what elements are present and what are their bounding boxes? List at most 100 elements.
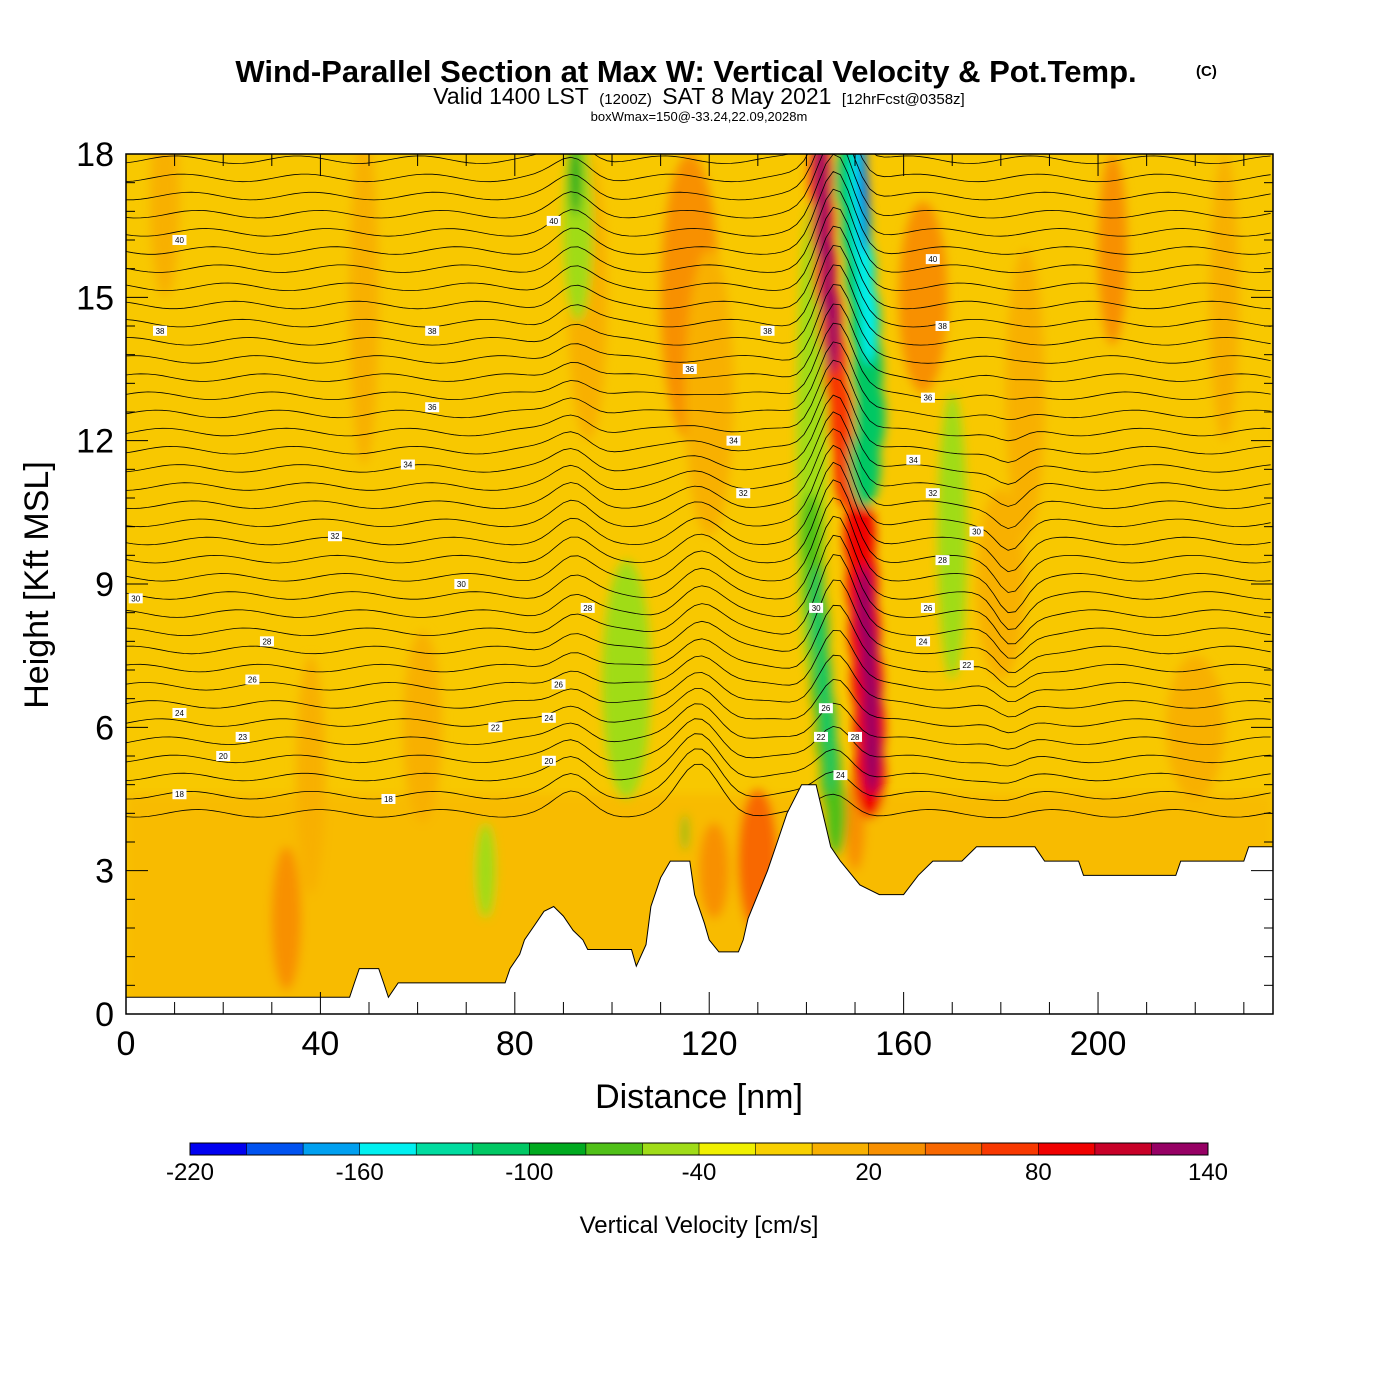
isentrope-line: [126, 554, 1271, 659]
contour-label-bg: [172, 789, 187, 800]
contour-label-text: 32: [739, 489, 748, 498]
velocity-cell: [296, 655, 326, 895]
velocity-cell: [403, 631, 442, 823]
isentrope-line: [126, 733, 1271, 784]
isentrope-line: [126, 171, 1271, 255]
contour-label-text: 24: [544, 714, 553, 723]
contour-label: 22: [959, 660, 974, 671]
contour-label-bg: [551, 679, 566, 690]
velocity-cell: [864, 708, 880, 795]
isentropes: [126, 154, 1271, 819]
contour-label: 28: [848, 731, 863, 742]
contour-label-bg: [726, 435, 741, 446]
colorbar-tick-label: 140: [1188, 1159, 1228, 1186]
colorbar-swatch: [755, 1143, 813, 1155]
contour-label-text: 20: [219, 752, 228, 761]
velocity-cell: [349, 154, 379, 465]
x-tick-label: 0: [117, 1025, 136, 1063]
contour-label: 18: [381, 794, 396, 804]
contour-label: 26: [920, 602, 935, 613]
contour-label-bg: [381, 794, 396, 804]
contour-label-bg: [760, 325, 775, 336]
contour-label: 22: [814, 731, 829, 742]
isentrope-line: [126, 244, 1271, 328]
chart-title: Wind-Parallel Section at Max W: Vertical…: [235, 54, 1136, 89]
isentrope-line: [126, 748, 1271, 802]
contour-label: 36: [920, 392, 935, 403]
colorbar-tick-label: -40: [682, 1159, 717, 1186]
velocity-cell: [271, 846, 301, 991]
isentrope-line: [126, 377, 1271, 463]
contour-label-text: 30: [812, 604, 821, 613]
colorbar-tick-label: -100: [505, 1159, 553, 1186]
colorbar-swatch: [981, 1143, 1039, 1155]
contour-label: 38: [760, 325, 775, 336]
contour-label-text: 28: [583, 604, 592, 613]
contour-label-bg: [327, 531, 342, 542]
contour-label: 40: [925, 254, 940, 265]
colorbar-swatch: [190, 1143, 248, 1155]
isentrope-line: [126, 394, 1271, 485]
colorbar-tick-label: -220: [166, 1159, 214, 1186]
contour-label-text: 30: [457, 580, 466, 589]
contour-label-bg: [920, 392, 935, 403]
contour-label-text: 38: [428, 327, 437, 336]
contour-labels: 40 40 40 38 38 38 38 36 36 36 34 34 34 32 32 32 30 30 30 28…: [128, 215, 984, 804]
contour-label: 24: [833, 770, 848, 781]
contour-label-text: 28: [851, 733, 860, 742]
velocity-cell: [849, 421, 881, 508]
contour-label-bg: [425, 325, 440, 336]
contour-label-bg: [920, 602, 935, 613]
y-tick-label: 12: [76, 423, 114, 461]
x-tick-label: 40: [301, 1025, 339, 1063]
contour-label-text: 34: [729, 437, 738, 446]
colorbar-swatch: [642, 1143, 700, 1155]
contour-label-text: 40: [928, 255, 937, 264]
isentrope-line: [126, 341, 1271, 421]
colorbar-swatch: [1151, 1143, 1209, 1155]
contour-label: 40: [172, 235, 187, 245]
contour-label-text: 26: [923, 604, 932, 613]
contour-label-bg: [935, 321, 950, 331]
isentrope-line: [126, 154, 1271, 201]
contour-label-bg: [906, 454, 921, 465]
contour-label-text: 36: [923, 394, 932, 403]
velocity-cell: [937, 392, 967, 680]
velocity-cell: [976, 488, 1026, 680]
contour-label-text: 26: [821, 704, 830, 713]
isentrope-line: [126, 206, 1271, 292]
colorbar-label: Vertical Velocity [cm/s]: [580, 1212, 819, 1239]
contour-label: 24: [541, 712, 556, 723]
contour-label-text: 18: [175, 790, 184, 799]
contour-label-bg: [818, 703, 833, 714]
contour-label: 20: [216, 751, 231, 761]
velocity-cell: [861, 278, 876, 365]
contour-label-text: 24: [919, 637, 928, 646]
contour-label: 20: [541, 755, 556, 766]
colorbar-swatch: [868, 1143, 926, 1155]
contour-label: 26: [245, 674, 260, 685]
contour-label-text: 36: [428, 403, 437, 412]
contour-label-text: 26: [248, 676, 257, 685]
isentrope-line: [126, 154, 1271, 219]
colorbar-swatch: [303, 1143, 361, 1155]
contour-label-bg: [935, 555, 950, 566]
contour-label: 36: [425, 402, 440, 413]
colorbar: -220 -160 -100 -40 20 80 140: [166, 1142, 1228, 1186]
contour-label-bg: [425, 402, 440, 413]
isentrope-line: [126, 479, 1271, 593]
copyright-mark: (C): [1196, 63, 1217, 80]
contour-label: 23: [235, 731, 250, 742]
colorbar-swatch: [1038, 1143, 1096, 1155]
contour-label-bg: [400, 459, 415, 470]
isentrope-line: [126, 444, 1271, 551]
y-axis-label: Height [Kft MSL]: [18, 461, 56, 709]
forecast-info: [12hrFcst@0358z]: [842, 91, 965, 108]
y-tick-label: 18: [76, 136, 114, 174]
velocity-cell: [1098, 154, 1128, 346]
colorbar-swatch: [1094, 1143, 1152, 1155]
velocity-cell: [1166, 655, 1225, 799]
isentrope-line: [126, 497, 1271, 614]
